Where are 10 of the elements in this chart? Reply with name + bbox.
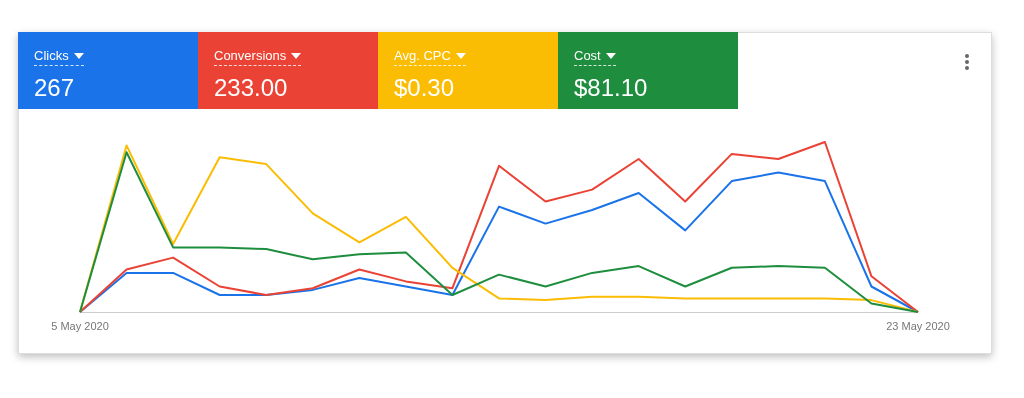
text: $81.10 <box>574 74 649 102</box>
text: 267 <box>34 74 76 102</box>
legend-label: Avg. CPC <box>394 48 451 63</box>
legend-label: Cost <box>574 48 601 63</box>
text: 233.00 <box>214 74 289 102</box>
x-tick-label: 5 May 2020 <box>51 319 109 332</box>
legend-label: Clicks <box>34 48 69 63</box>
x-tick-label: 23 May 2020 <box>886 319 950 332</box>
text: $0.30 <box>394 74 456 102</box>
legend-label: Conversions <box>214 48 287 63</box>
